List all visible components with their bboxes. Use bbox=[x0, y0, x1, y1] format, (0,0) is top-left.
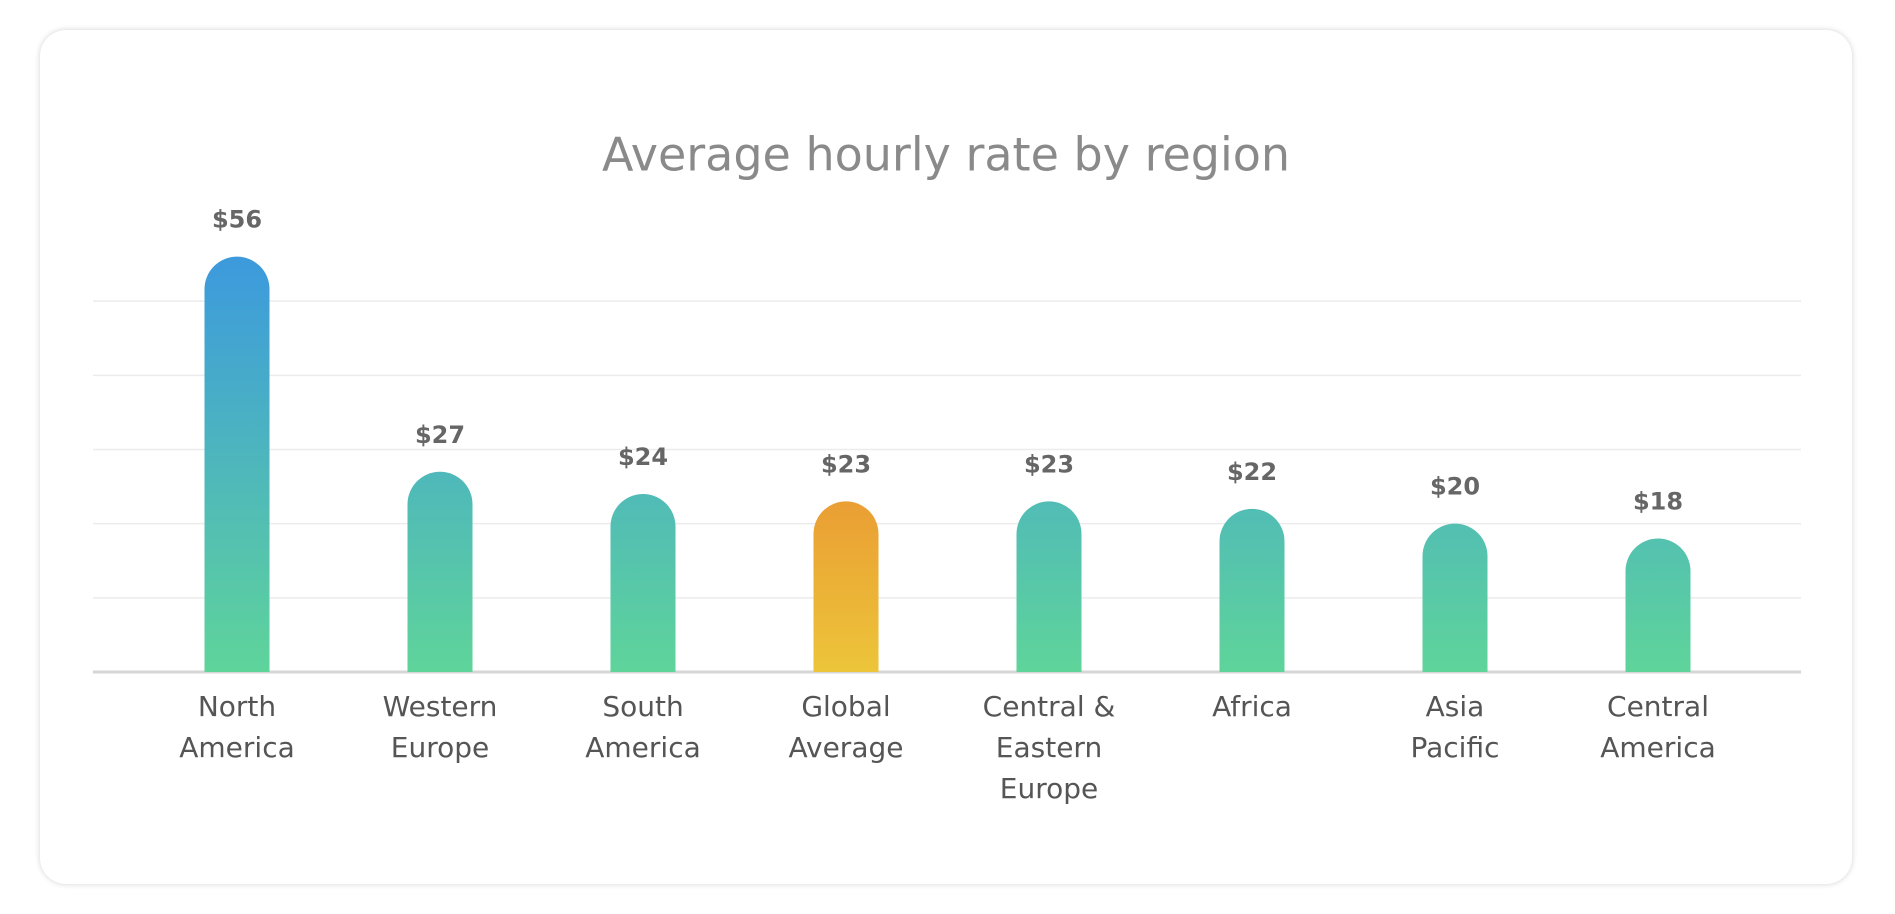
bar bbox=[1422, 523, 1488, 672]
x-tick-label: Central & Eastern Europe bbox=[982, 690, 1116, 805]
bar bbox=[407, 471, 473, 672]
x-tick-label: Africa bbox=[1212, 690, 1292, 723]
value-label: $24 bbox=[618, 443, 668, 471]
bar bbox=[813, 501, 879, 672]
chart-card bbox=[40, 30, 1852, 884]
bar bbox=[204, 256, 270, 672]
chart-title: Average hourly rate by region bbox=[602, 128, 1290, 182]
bar bbox=[610, 494, 676, 672]
x-tick-label: North America bbox=[179, 690, 295, 764]
value-label: $22 bbox=[1227, 458, 1277, 486]
value-label: $18 bbox=[1633, 488, 1683, 516]
bar bbox=[1219, 508, 1285, 672]
value-label: $23 bbox=[1024, 450, 1074, 478]
bar bbox=[1625, 538, 1691, 672]
value-label: $27 bbox=[415, 421, 465, 449]
bar bbox=[1016, 501, 1082, 672]
value-label: $23 bbox=[821, 450, 871, 478]
x-tick-label: South America bbox=[585, 690, 701, 764]
value-label: $56 bbox=[212, 206, 262, 234]
x-tick-label: Central America bbox=[1600, 690, 1716, 764]
x-tick-label: Global Average bbox=[788, 690, 904, 764]
x-tick-label: Western Europe bbox=[382, 690, 498, 764]
x-tick-label: Asia Pacific bbox=[1410, 690, 1500, 764]
value-label: $20 bbox=[1430, 473, 1480, 501]
